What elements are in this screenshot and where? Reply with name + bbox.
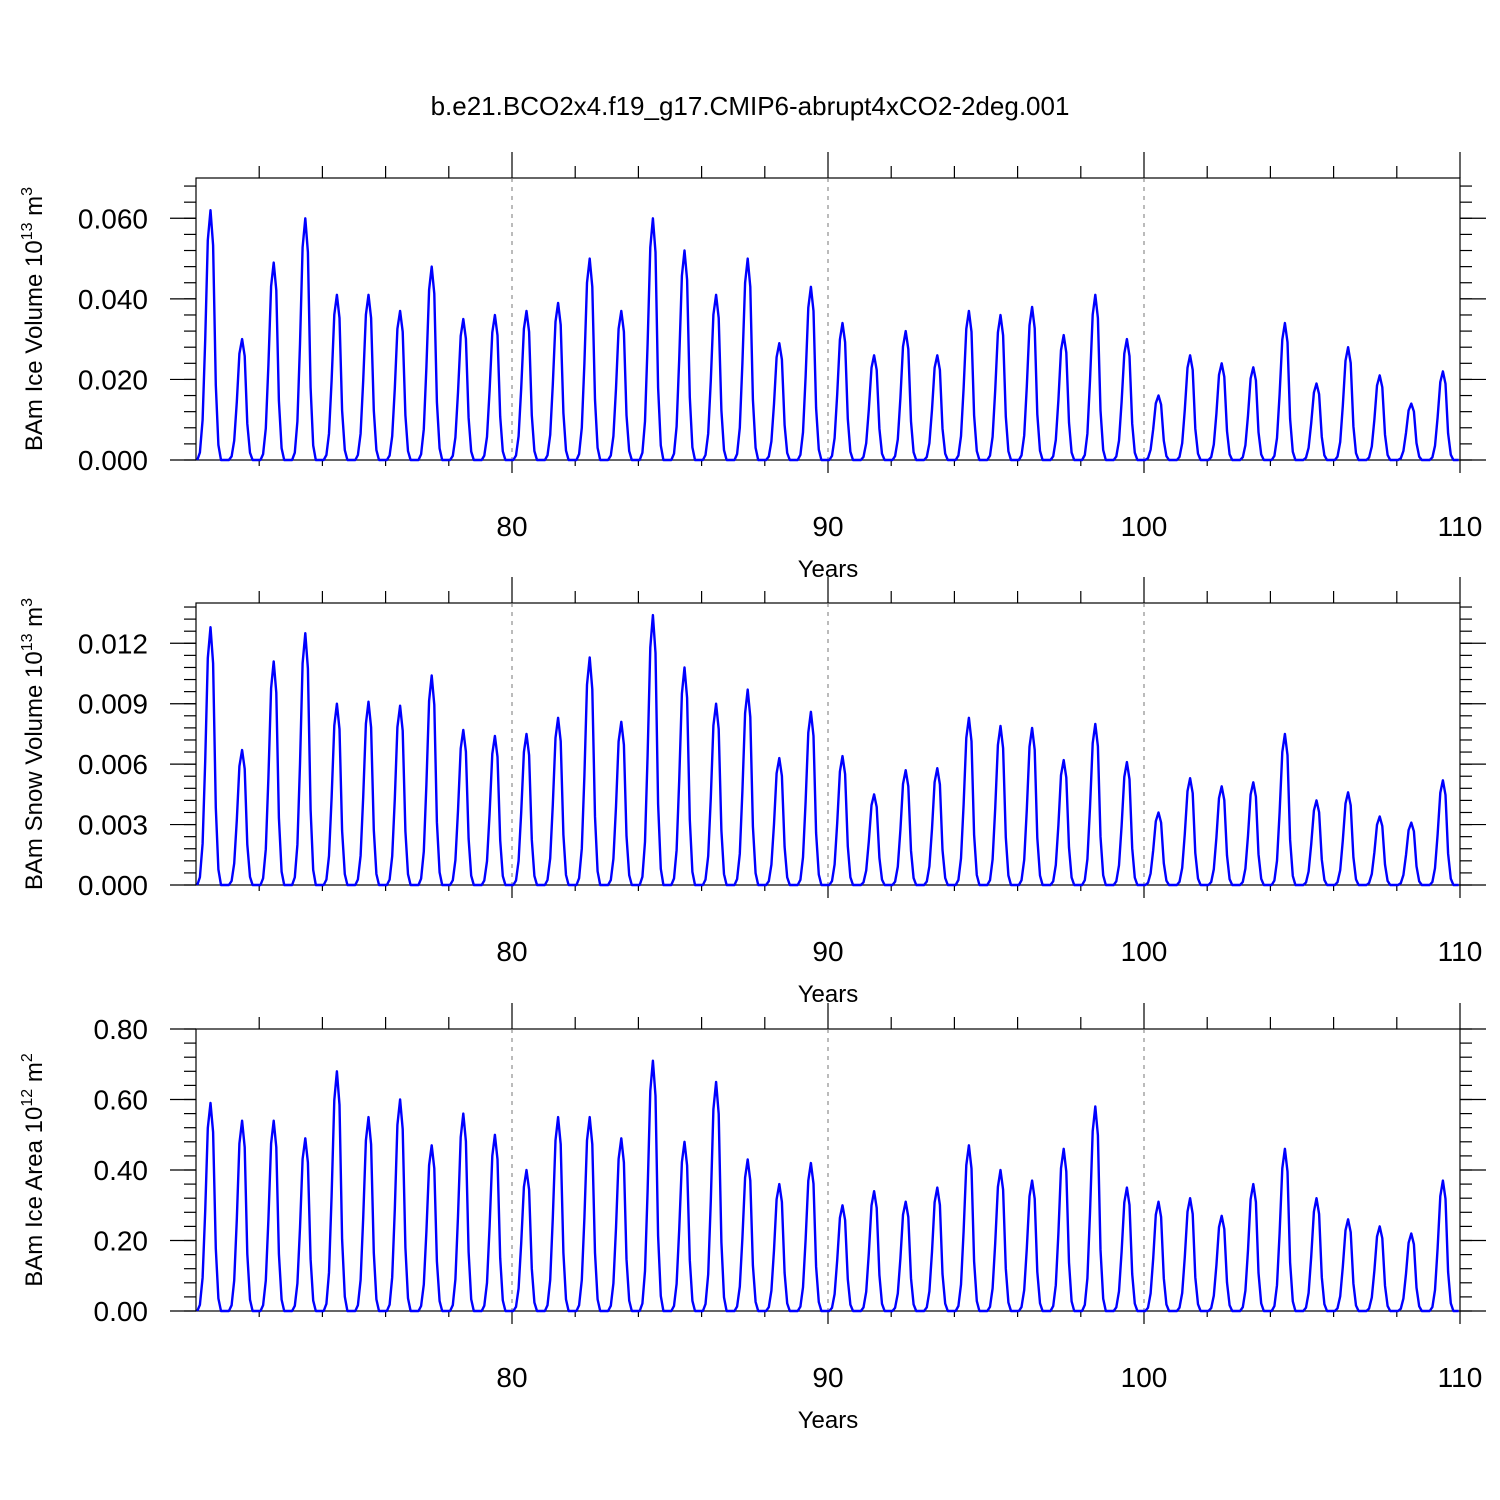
y-tick-label: 0.020 xyxy=(78,364,148,395)
y-tick-label: 0.006 xyxy=(78,749,148,780)
y-tick-label: 0.000 xyxy=(78,870,148,901)
y-axis-label: BAm Ice Volume 1013 m3 xyxy=(19,187,48,451)
chart-panels: 80 90 100 110 0.000 0.020 0.040 0.060 Years BAm I… xyxy=(19,152,1486,1434)
plot-frame xyxy=(195,602,1461,886)
y-tick-label: 0.40 xyxy=(94,1155,149,1186)
chart-title: b.e21.BCO2x4.f19_g17.CMIP6-abrupt4xCO2-2… xyxy=(431,91,1070,121)
chart-panel-2: 80 90 100 1100.0000.0030.0060.0090.012Years… xyxy=(19,577,1486,1008)
x-tick-label: 80 xyxy=(496,936,527,967)
chart-panel-3: 80 90 100 110 0.00 0.20 0.40 0.60 0.80 Years BAm I… xyxy=(19,1003,1486,1434)
y-tick-label: 0.040 xyxy=(78,284,148,315)
y-tick-label: 0.060 xyxy=(78,203,148,234)
y-tick-label: 0.00 xyxy=(94,1296,149,1327)
y-tick-label: 0.20 xyxy=(94,1226,149,1257)
x-tick-label: 80 xyxy=(496,1362,527,1393)
y-tick-label: 0.012 xyxy=(78,628,148,659)
series-line xyxy=(196,1059,1459,1313)
y-tick-label: 0.000 xyxy=(78,445,148,476)
x-tick-label: 80 xyxy=(496,511,527,542)
x-tick-label: 90 xyxy=(812,936,843,967)
y-tick-label: 0.003 xyxy=(78,810,148,841)
x-tick-label: 100 xyxy=(1121,936,1168,967)
x-tick-label: 90 xyxy=(812,511,843,542)
x-tick-label: 110 xyxy=(1438,936,1483,967)
y-tick-label: 0.80 xyxy=(94,1014,149,1045)
x-tick-label: 90 xyxy=(812,1362,843,1393)
y-axis-label: BAm Ice Area 1012 m2 xyxy=(19,1053,48,1287)
x-tick-label: 100 xyxy=(1121,1362,1168,1393)
series-line xyxy=(196,208,1459,462)
plot-frame xyxy=(195,177,1461,461)
x-tick-label: 110 xyxy=(1438,511,1483,542)
series-line xyxy=(196,613,1459,887)
x-tick-label: 100 xyxy=(1121,511,1168,542)
y-tick-label: 0.009 xyxy=(78,689,148,720)
y-tick-label: 0.60 xyxy=(94,1085,149,1116)
plot-frame xyxy=(195,1028,1461,1312)
y-axis-label: BAm Snow Volume 1013 m3 xyxy=(19,598,48,890)
x-tick-label: 110 xyxy=(1438,1362,1483,1393)
x-axis-label: Years xyxy=(798,1407,859,1434)
